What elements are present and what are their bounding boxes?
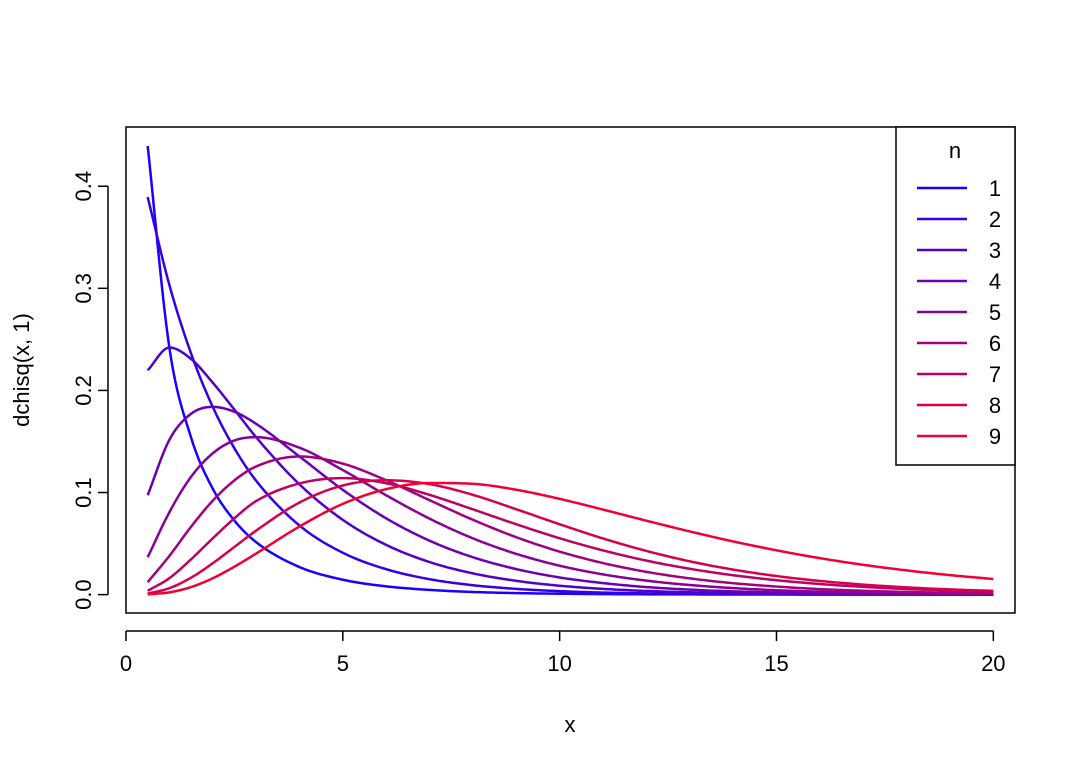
x-tick-label: 15	[764, 651, 788, 676]
series-line-9	[147, 481, 994, 596]
series-line-7	[147, 476, 994, 593]
legend-box	[895, 126, 1016, 466]
legend-title: n	[949, 138, 961, 163]
x-tick-label: 10	[547, 651, 571, 676]
legend-label-1: 1	[989, 176, 1001, 201]
series-line-5	[146, 435, 994, 596]
legend-label-4: 4	[989, 269, 1001, 294]
legend-label-9: 9	[989, 424, 1001, 449]
y-tick-label: 0.3	[71, 273, 96, 304]
legend-label-7: 7	[989, 362, 1001, 387]
y-axis-label: dchisq(x, 1)	[9, 313, 34, 427]
y-tick-label: 0.0	[71, 579, 96, 610]
x-tick-label: 5	[337, 651, 349, 676]
x-axis: 0 5 10 15 20	[120, 630, 1006, 676]
series-line-4	[146, 405, 994, 596]
series-line-3	[146, 346, 994, 596]
y-tick-label: 0.1	[71, 477, 96, 508]
legend-label-6: 6	[989, 331, 1001, 356]
legend-label-3: 3	[989, 238, 1001, 263]
legend-label-2: 2	[989, 207, 1001, 232]
y-tick-label: 0.2	[71, 375, 96, 406]
legend-label-8: 8	[989, 393, 1001, 418]
legend-label-5: 5	[989, 300, 1001, 325]
y-axis: 0.0 0.1 0.2 0.3 0.4	[71, 171, 109, 610]
series-layer	[146, 145, 994, 596]
y-tick-label: 0.4	[71, 171, 96, 202]
x-axis-label: x	[565, 712, 576, 737]
plot-frame	[125, 126, 1016, 614]
legend: n 1 2 3 4 5 6 7 8 9	[895, 126, 1016, 466]
x-tick-label: 20	[981, 651, 1005, 676]
series-line-6	[146, 455, 994, 595]
x-tick-label: 0	[120, 651, 132, 676]
series-line-8	[147, 479, 994, 595]
series-line-2	[146, 196, 994, 596]
